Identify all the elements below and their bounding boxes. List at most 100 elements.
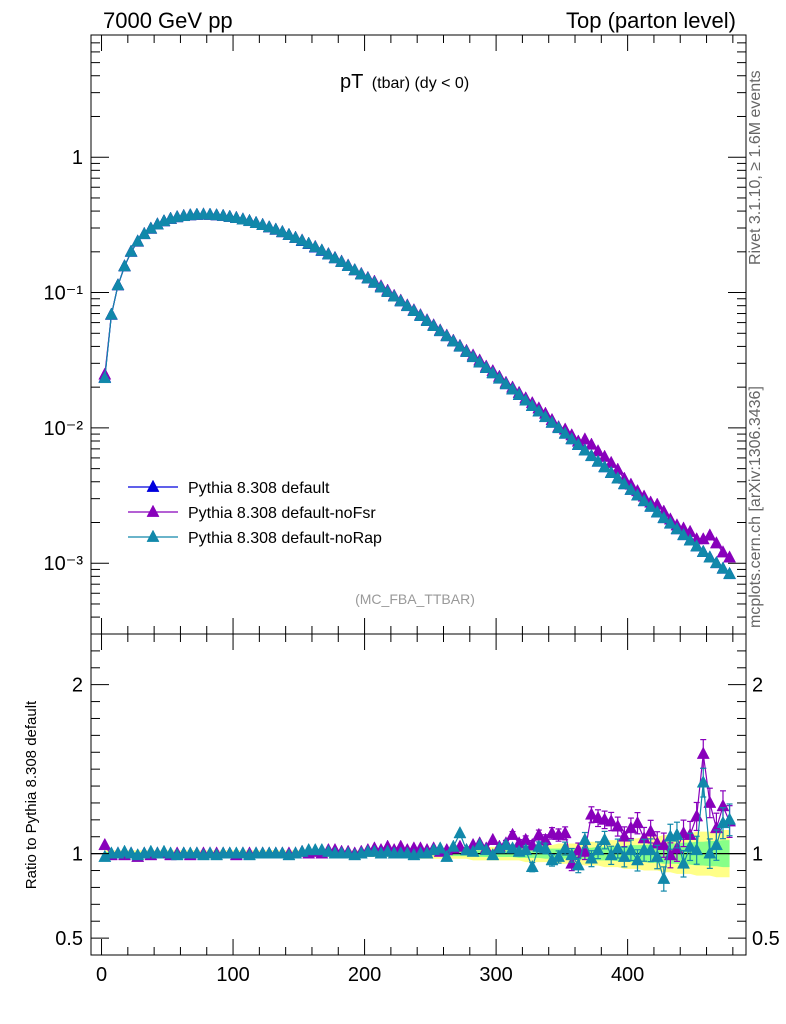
main-data-point <box>269 222 283 235</box>
main-data-point <box>538 409 552 423</box>
main-data-point <box>709 536 723 549</box>
main-data-point <box>716 561 730 574</box>
main-data-point <box>703 528 717 541</box>
ratio-xtick-label: 0 <box>96 964 107 986</box>
main-data-point <box>591 454 605 467</box>
plot-title-sub: (tbar) (dy < 0) <box>372 75 469 92</box>
main-data-point <box>302 236 316 249</box>
main-data-point <box>683 533 697 546</box>
ratio-data-point <box>506 827 520 840</box>
legend: Pythia 8.308 default Pythia 8.308 default… <box>128 479 382 547</box>
main-data-point <box>644 499 658 512</box>
main-data-point <box>275 224 289 238</box>
ratio-xtick-label: 300 <box>479 964 512 986</box>
ratio-data-point <box>558 826 572 839</box>
main-data-point <box>624 482 638 495</box>
ratio-data-point <box>473 837 487 851</box>
main-data-point <box>571 437 585 450</box>
ratio-ytick-label-left: 1 <box>72 844 83 866</box>
ratio-data-point <box>466 844 480 857</box>
main-data-point <box>696 544 710 557</box>
ratio-panel: 2 2 1 1 0.5 0.5 0 100 200 300 400 <box>55 633 780 986</box>
main-data-point <box>427 318 441 331</box>
main-data-point <box>420 313 434 326</box>
analysis-label: (MC_FBA_TTBAR) <box>355 591 475 607</box>
ratio-data-point <box>506 841 520 854</box>
ratio-data-point <box>591 842 605 856</box>
main-data-point <box>124 244 138 257</box>
ratio-xtick-label: 400 <box>611 964 644 986</box>
main-data-point <box>617 476 631 490</box>
ratio-ytick-label-right: 1 <box>752 844 763 866</box>
ratio-frame <box>90 633 747 956</box>
main-data-point <box>407 303 421 316</box>
main-data-point <box>677 527 690 541</box>
main-data-point <box>361 271 375 284</box>
main-data-point <box>604 465 618 478</box>
ratio-data-point <box>617 829 631 842</box>
main-data-point <box>709 555 723 569</box>
main-data-point <box>440 328 454 342</box>
main-data-point <box>486 365 500 379</box>
legend-marker <box>146 479 160 492</box>
main-data-point <box>657 510 671 524</box>
main-data-point <box>716 545 730 558</box>
ratio-data-point <box>611 841 625 854</box>
ratio-data-point <box>552 849 566 862</box>
main-data-point <box>315 243 329 256</box>
ratio-data-point <box>644 842 658 856</box>
ratio-data-point <box>440 849 454 862</box>
ratio-data-point <box>604 847 618 861</box>
ratio-data-point <box>696 775 710 788</box>
main-data-point <box>98 370 112 384</box>
main-data-point <box>453 339 467 352</box>
main-data-point <box>690 539 704 552</box>
main-data-point <box>506 382 520 395</box>
main-data-point <box>400 298 414 312</box>
main-data-point <box>578 443 592 456</box>
main-data-point <box>663 516 677 529</box>
ratio-data-point <box>558 841 572 854</box>
ratio-data-point <box>696 746 710 759</box>
main-data-point <box>466 349 480 363</box>
ratio-data-point <box>565 847 579 861</box>
main-data-point <box>611 471 625 484</box>
ratio-data-point <box>709 837 723 851</box>
main-data-point <box>650 505 664 518</box>
ratio-data-point <box>657 837 671 851</box>
main-data-point <box>446 334 460 347</box>
main-panel: 1 10⁻¹ 10⁻² 10⁻³ <box>44 34 747 635</box>
main-data-point <box>295 233 309 246</box>
ratio-data-point <box>644 824 658 837</box>
main-data-point <box>387 289 401 302</box>
main-data-point <box>131 234 145 247</box>
ratio-ylabel: Ratio to Pythia 8.308 default <box>23 700 40 889</box>
main-data-point <box>492 371 506 384</box>
legend-label: Pythia 8.308 default-noFsr <box>188 505 376 522</box>
plot-title: pT (tbar) (dy < 0) <box>340 71 469 93</box>
ratio-data-point <box>578 832 592 845</box>
main-axes: 1 10⁻¹ 10⁻² 10⁻³ <box>44 34 746 635</box>
ratio-data-point <box>617 849 631 862</box>
ratio-ytick-label-right: 2 <box>752 675 763 697</box>
plot-title-main: pT <box>340 71 363 93</box>
main-data-point <box>460 344 473 357</box>
main-data-point <box>348 262 362 276</box>
main-data-point <box>584 448 598 462</box>
ratio-data-point <box>723 812 737 825</box>
main-marks <box>98 207 737 580</box>
ratio-data-point <box>584 807 598 820</box>
main-data-point <box>354 267 368 280</box>
ratio-data-point <box>677 856 690 869</box>
main-ytick-label: 10⁻¹ <box>44 283 84 305</box>
main-data-point <box>545 415 559 428</box>
legend-label: Pythia 8.308 default <box>188 480 330 497</box>
ratio-ytick-label-left: 0.5 <box>55 928 83 950</box>
ratio-ytick-label-left: 2 <box>72 675 83 697</box>
mcplots-label: mcplots.cern.ch [arXiv:1306.3436] <box>747 386 764 628</box>
main-data-point <box>552 420 566 434</box>
main-data-point <box>473 355 487 368</box>
main-data-point <box>282 227 296 240</box>
main-data-point <box>512 387 526 400</box>
main-data-point <box>328 250 342 264</box>
